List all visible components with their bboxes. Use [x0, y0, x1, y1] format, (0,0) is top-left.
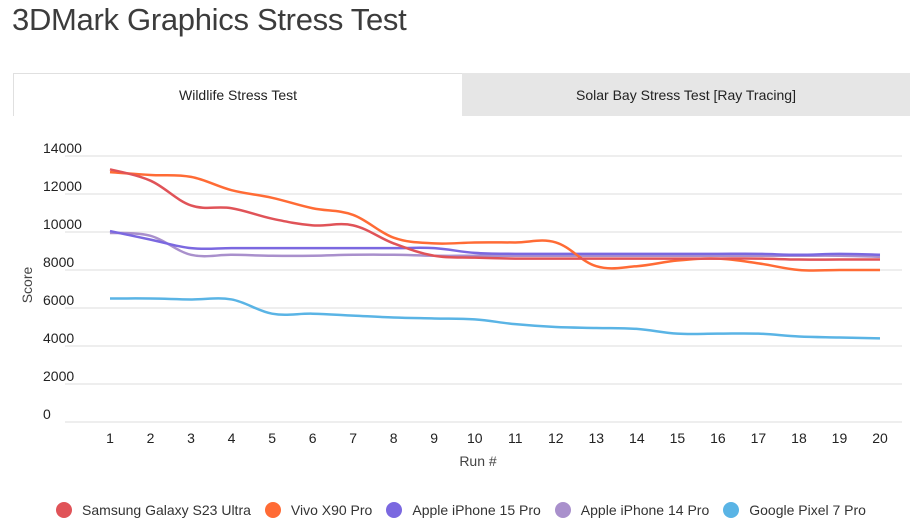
- series-line-apple-iphone-15-pro: [109, 229, 881, 257]
- x-tick-label: 10: [467, 430, 483, 446]
- series-line-samsung-galaxy-s23-ultra: [109, 168, 880, 261]
- y-tick-label: 8000: [43, 254, 74, 270]
- x-tick-label: 7: [349, 430, 357, 446]
- x-tick-label: 2: [147, 430, 155, 446]
- series-line-google-pixel-7-pro: [109, 297, 881, 340]
- x-tick-label: 1: [106, 430, 114, 446]
- legend-label: Samsung Galaxy S23 Ultra: [82, 502, 251, 518]
- y-tick-label: 4000: [43, 330, 74, 346]
- x-tick-label: 17: [751, 430, 767, 446]
- y-tick-label: 12000: [43, 178, 82, 194]
- legend-marker-icon: [554, 502, 571, 518]
- y-axis-label: Score: [19, 267, 35, 304]
- x-tick-label: 15: [670, 430, 686, 446]
- chart-legend: Samsung Galaxy S23 Ultra Vivo X90 Pro Appl…: [0, 502, 922, 518]
- page-title: 3DMark Graphics Stress Test: [12, 2, 407, 37]
- y-tick-label: 10000: [43, 216, 82, 232]
- legend-marker-icon: [264, 502, 281, 518]
- legend-label: Apple iPhone 14 Pro: [580, 502, 710, 518]
- x-tick-label: 9: [430, 430, 438, 446]
- series-line-apple-iphone-14-pro: [109, 231, 881, 258]
- x-axis-label: Run #: [459, 453, 497, 469]
- legend-item[interactable]: Samsung Galaxy S23 Ultra: [56, 502, 251, 518]
- tab-wildlife-stress-test[interactable]: Wildlife Stress Test: [13, 73, 462, 116]
- legend-item[interactable]: Google Pixel 7 Pro: [723, 502, 866, 518]
- tab-solar-bay-stress-test[interactable]: Solar Bay Stress Test [Ray Tracing]: [576, 86, 796, 103]
- tab-bar: Wildlife Stress Test Solar Bay Stress Te…: [13, 73, 910, 116]
- legend-item[interactable]: Apple iPhone 15 Pro: [386, 502, 541, 518]
- x-tick-label: 4: [228, 430, 236, 446]
- x-tick-label: 5: [268, 430, 276, 446]
- x-tick-label: 18: [791, 430, 807, 446]
- x-tick-label: 19: [832, 430, 848, 446]
- legend-marker-icon: [386, 502, 403, 518]
- x-tick-label: 13: [589, 430, 605, 446]
- x-tick-label: 16: [710, 430, 726, 446]
- x-tick-label: 8: [390, 430, 398, 446]
- legend-item[interactable]: Apple iPhone 14 Pro: [554, 502, 710, 518]
- legend-label: Apple iPhone 15 Pro: [412, 502, 541, 518]
- series-line-vivo-x90-pro: [109, 170, 880, 272]
- y-tick-label: 2000: [43, 368, 74, 384]
- x-tick-label: 14: [629, 430, 645, 446]
- x-tick-label: 20: [872, 430, 888, 446]
- y-tick-label: 14000: [43, 140, 82, 156]
- legend-marker-icon: [56, 502, 73, 518]
- x-tick-label: 11: [508, 430, 523, 446]
- y-tick-label: 6000: [43, 292, 74, 308]
- legend-label: Vivo X90 Pro: [290, 502, 373, 518]
- x-tick-label: 12: [548, 430, 564, 446]
- legend-label: Google Pixel 7 Pro: [749, 502, 866, 518]
- legend-marker-icon: [723, 502, 740, 518]
- x-tick-label: 6: [309, 430, 317, 446]
- y-tick-label: 0: [43, 406, 51, 422]
- x-tick-label: 3: [187, 430, 195, 446]
- legend-item[interactable]: Vivo X90 Pro: [264, 502, 373, 518]
